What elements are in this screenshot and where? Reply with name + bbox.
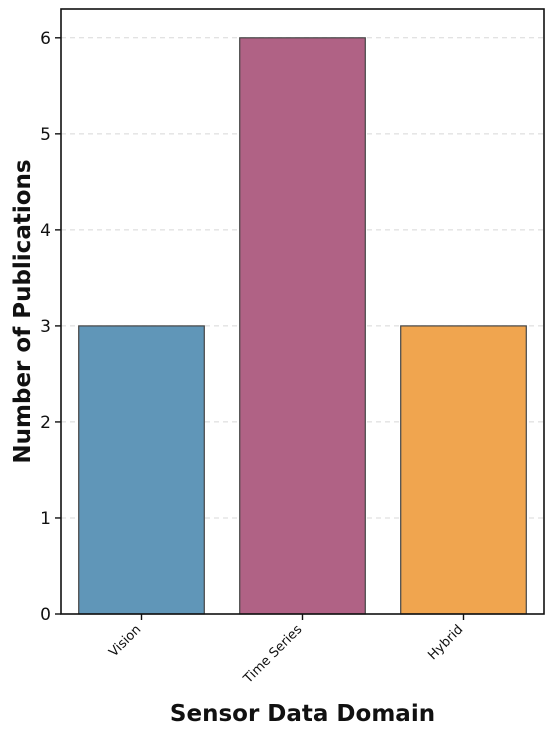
plot-frame [60, 8, 545, 615]
y-tick-label: 5 [40, 125, 51, 145]
x-axis-title: Sensor Data Domain [170, 701, 435, 727]
y-tick-label: 1 [40, 509, 51, 529]
y-tick-label: 6 [40, 29, 51, 49]
bar-hybrid [400, 325, 527, 615]
x-tick-label: Time Series [240, 622, 305, 687]
y-tick-label: 2 [40, 413, 51, 433]
y-tick-label: 3 [40, 317, 51, 337]
x-tick-label: Hybrid [425, 622, 466, 663]
bar-vision [78, 325, 205, 615]
y-axis-ticks: 0 1 2 3 4 5 6 [40, 29, 61, 625]
bar-time-series [239, 37, 366, 615]
y-axis-title: Number of Publications [10, 159, 36, 463]
bars [78, 37, 527, 615]
x-tick-label: Vision [106, 622, 144, 660]
y-tick-label: 0 [40, 605, 51, 625]
y-tick-label: 4 [40, 221, 51, 241]
x-axis-ticks: Vision Time Series Hybrid [106, 614, 466, 687]
